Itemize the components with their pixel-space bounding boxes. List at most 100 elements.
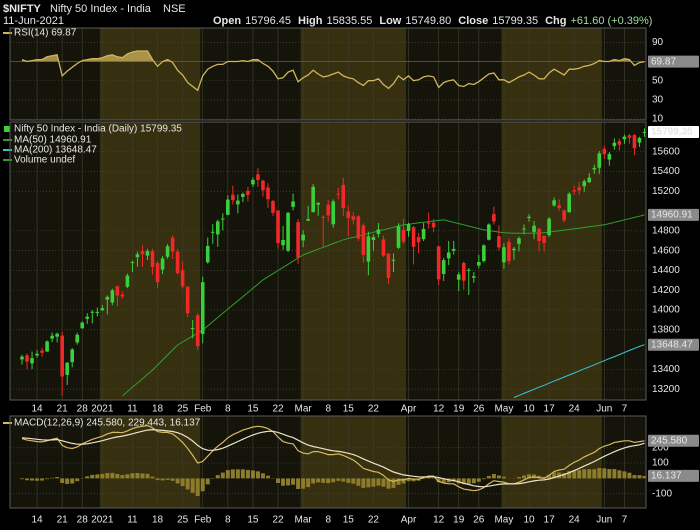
panel-border (9, 27, 647, 121)
candle-body (326, 204, 331, 216)
histogram-bar (155, 478, 160, 481)
y-tick-label: 10 (652, 114, 664, 125)
candle-body (522, 228, 526, 230)
candle-body (567, 193, 571, 213)
histogram-bar (326, 478, 331, 484)
candle-body (301, 234, 305, 241)
candle-body (497, 236, 501, 248)
histogram-bar (376, 478, 381, 486)
x-tick-label: 12 (433, 404, 445, 415)
histogram-bar (552, 472, 557, 479)
y-tick-label: 30 (652, 95, 664, 106)
candle-body (35, 353, 39, 356)
x-tick-label: Apr (401, 404, 417, 415)
candle-body (145, 251, 150, 256)
histogram-bar (205, 478, 210, 485)
histogram-bar (572, 470, 577, 479)
histogram-bar (386, 478, 391, 489)
candle-body (266, 187, 270, 200)
panel-border (9, 121, 647, 401)
x-tick-label: 22 (272, 515, 284, 526)
x-tick-label: 25 (177, 404, 189, 415)
candle-body (587, 177, 592, 183)
x-tick-label: Mar (295, 404, 313, 415)
candle-body (50, 335, 54, 339)
quote: Open 15796.45 High 15835.55 Low 15749.80 Close… (213, 15, 652, 27)
candle-body (110, 290, 115, 303)
y-tick-label: 15400 (652, 166, 680, 177)
histogram-bar (366, 478, 371, 488)
y-tick-label: 14800 (652, 225, 680, 236)
month-shade (300, 416, 407, 508)
candle-body (221, 218, 225, 220)
histogram-bar (110, 472, 115, 479)
x-tick-label: 8 (225, 515, 231, 526)
candle-body (231, 194, 235, 201)
candle-body (622, 136, 627, 140)
candle-body (40, 350, 44, 353)
candle-body (125, 275, 130, 287)
histogram-bar (401, 478, 406, 484)
histogram-bar (411, 478, 416, 482)
candle-body (100, 308, 105, 311)
quote-value: 15796.45 (245, 15, 291, 27)
histogram-bar (245, 469, 250, 479)
y-tick-label: 15600 (652, 146, 680, 157)
macd-line (21, 428, 645, 488)
x-tick-label: 28 (77, 515, 89, 526)
x-tick-label: 21 (57, 404, 69, 415)
candle-body (55, 333, 59, 337)
candle-body (241, 193, 245, 197)
histogram-bar (140, 473, 145, 479)
x-tick-label: 26 (473, 515, 485, 526)
candle-body (30, 358, 34, 364)
candle-body (597, 153, 602, 168)
legend-entry: MA(50) 14960.91 (14, 135, 92, 146)
histogram-bar (381, 478, 386, 487)
histogram-bar (220, 472, 225, 479)
panel-border (9, 415, 647, 509)
x-tick-label: 22 (368, 515, 380, 526)
rsi-line (21, 50, 645, 92)
candle-body (105, 296, 110, 300)
histogram-bar (486, 475, 491, 479)
histogram-bar (627, 472, 632, 479)
histogram-bar (195, 478, 200, 497)
histogram-bar (25, 478, 30, 481)
histogram-bar (301, 478, 306, 489)
x-tick-label: 2021 (91, 515, 114, 526)
y-tick-label: 15200 (652, 186, 680, 197)
candle-body (210, 231, 215, 233)
histogram-bar (567, 471, 572, 479)
month-shade (501, 28, 602, 120)
candle-body (205, 245, 210, 263)
x-tick-label: 17 (544, 404, 556, 415)
candle-body (592, 167, 597, 170)
candle-body (120, 294, 125, 297)
histogram-bar (95, 474, 100, 479)
histogram-bar (260, 473, 265, 479)
y-tick-label: 200 (652, 442, 669, 453)
value-tag: 14960.91 (651, 210, 693, 221)
histogram-bar (135, 473, 140, 479)
x-tick-label: 28 (77, 404, 89, 415)
histogram-bar (145, 473, 150, 479)
histogram-bar (190, 478, 195, 493)
histogram-bar (562, 473, 567, 479)
histogram-bar (527, 474, 532, 479)
x-tick-label: 15 (343, 404, 355, 415)
candle-body (351, 216, 356, 220)
x-tick-label: 15 (247, 404, 259, 415)
x-tick-label: 10 (523, 515, 535, 526)
candle-body (356, 216, 361, 239)
histogram-bar (371, 478, 376, 487)
quote-value: 15749.80 (405, 15, 451, 27)
candle-body (612, 142, 617, 147)
candle-body (482, 245, 486, 262)
candle-body (436, 246, 441, 280)
candle-body (602, 148, 607, 155)
x-tick-label: 7 (622, 515, 628, 526)
y-tick-label: 13800 (652, 324, 680, 335)
month-shade (99, 416, 201, 508)
value-tag: 245.580 (651, 435, 688, 446)
